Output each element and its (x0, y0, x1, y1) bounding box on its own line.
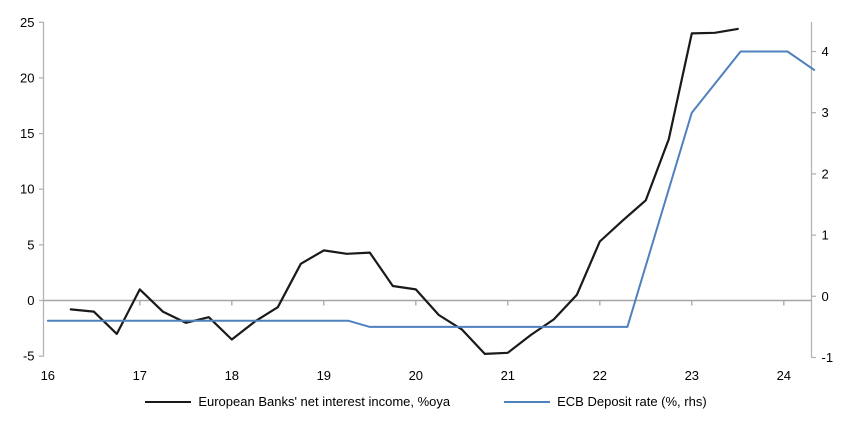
y-axis-left-tick-label: 20 (20, 70, 34, 85)
y-axis-right-tick-label: 4 (822, 44, 829, 59)
series-line-ecb-deposit-rate (46, 50, 816, 328)
y-axis-right-tick-label: 1 (822, 228, 829, 243)
y-axis-left-tick-label: 25 (20, 15, 34, 30)
x-axis-tick-label: 21 (501, 368, 515, 383)
series-line-european-banks-nii (69, 27, 739, 355)
legend-item-ecb-deposit-rate: ECB Deposit rate (%, rhs) (504, 394, 707, 409)
x-axis-tick-label: 23 (685, 368, 699, 383)
x-axis-tick-label: 17 (133, 368, 147, 383)
x-axis-tick-label: 24 (777, 368, 791, 383)
x-axis-tick-label: 20 (409, 368, 423, 383)
x-axis-tick-label: 22 (593, 368, 607, 383)
y-axis-left-tick-label: 10 (20, 182, 34, 197)
y-axis-left-tick-label: 15 (20, 126, 34, 141)
y-axis-right-tick-label: -1 (822, 350, 834, 365)
y-axis-left-tick-label: 5 (27, 237, 34, 252)
x-axis-tick-label: 19 (317, 368, 331, 383)
chart-legend: European Banks' net interest income, %oy… (0, 394, 852, 409)
legend-item-net-interest-income: European Banks' net interest income, %oy… (145, 394, 450, 409)
black-line-swatch-icon (145, 400, 192, 403)
y-axis-right-tick-label: 0 (822, 289, 829, 304)
blue-line-swatch-icon (504, 400, 551, 403)
y-axis-right-tick-label: 3 (822, 105, 829, 120)
legend-label-ecb-deposit-rate: ECB Deposit rate (%, rhs) (557, 394, 707, 409)
y-axis-left-tick-label: 0 (27, 293, 34, 308)
x-axis-tick-label: 18 (225, 368, 239, 383)
y-axis-left-tick-label: -5 (23, 349, 35, 364)
legend-label-net-interest-income: European Banks' net interest income, %oy… (198, 394, 451, 409)
x-axis-tick-label: 16 (41, 368, 55, 383)
y-axis-right-tick-label: 2 (822, 166, 829, 181)
